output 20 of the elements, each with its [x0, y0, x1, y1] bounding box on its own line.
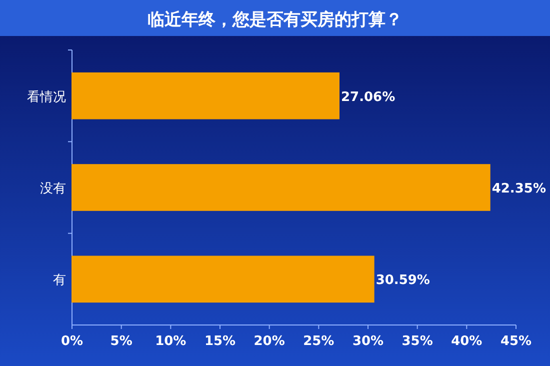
x-tick-label: 20%	[254, 334, 285, 349]
y-tick-label: 看情况	[27, 90, 66, 105]
x-tick-label: 0%	[60, 334, 84, 349]
x-tick-label: 15%	[204, 334, 236, 349]
x-tick-label: 5%	[110, 334, 132, 349]
x-tick-label: 45%	[500, 334, 532, 349]
x-tick-label: 25%	[303, 334, 334, 349]
data-label: 27.06%	[340, 90, 396, 105]
bar	[72, 164, 490, 211]
x-tick-label: 35%	[402, 334, 433, 349]
x-tick-label: 10%	[155, 334, 186, 349]
y-tick-label: 有	[53, 273, 66, 288]
chart-title: 临近年终，您是否有买房的打算？	[148, 10, 402, 30]
bar	[72, 256, 374, 303]
data-label: 42.35%	[492, 182, 546, 196]
x-tick-label: 30%	[352, 334, 384, 349]
data-label: 30.59%	[376, 273, 430, 288]
bar	[72, 72, 340, 120]
x-tick-label: 40%	[451, 334, 482, 349]
y-tick-label: 没有	[40, 182, 66, 196]
